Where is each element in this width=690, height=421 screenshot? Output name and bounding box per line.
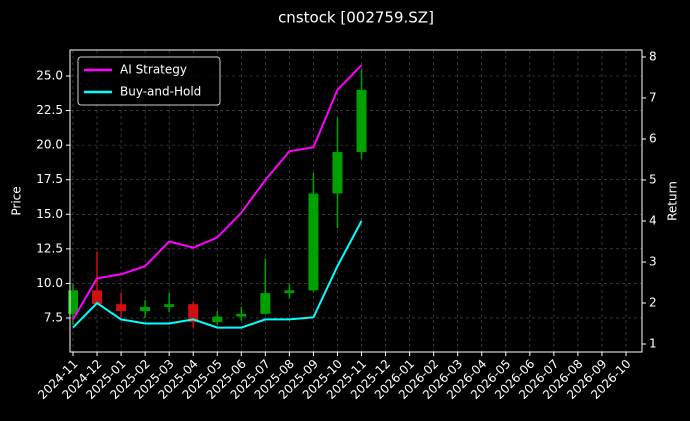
candle-body <box>308 193 319 291</box>
candle-body <box>116 304 127 312</box>
plot-frame <box>69 49 643 353</box>
y-tick-label: 20.0 <box>36 138 63 152</box>
legend-label: Buy-and-Hold <box>120 85 201 99</box>
y-tick-label: 7.5 <box>44 310 63 324</box>
y2-tick-label: 2 <box>649 295 657 309</box>
candle-body <box>356 89 367 153</box>
candle-body <box>188 304 199 323</box>
candle-body <box>284 290 295 294</box>
series-line <box>72 64 363 320</box>
candle-body <box>140 306 151 312</box>
y2-tick-label: 1 <box>649 337 657 351</box>
series-line <box>72 220 363 329</box>
y-tick-label: 15.0 <box>36 207 63 221</box>
candle-body <box>260 293 271 314</box>
candle-body <box>236 313 247 317</box>
candle-body <box>92 290 103 305</box>
y2-tick-label: 5 <box>649 172 657 186</box>
y-tick-label: 22.5 <box>36 103 63 117</box>
y2-tick-label: 4 <box>649 213 657 227</box>
y2-axis-label: Return <box>666 181 680 221</box>
y2-tick-label: 6 <box>649 131 657 145</box>
legend-label: AI Strategy <box>120 63 187 77</box>
y2-tick-label: 3 <box>649 254 657 268</box>
candle-body <box>68 290 78 314</box>
y-axis-label: Price <box>10 186 24 215</box>
y2-tick-label: 8 <box>649 49 657 63</box>
candle-body <box>212 316 223 323</box>
y2-tick-label: 7 <box>649 90 657 104</box>
y-tick-label: 17.5 <box>36 172 63 186</box>
candle-body <box>164 304 175 307</box>
candle-body <box>332 152 343 194</box>
y-tick-label: 25.0 <box>36 68 63 82</box>
y-tick-label: 12.5 <box>36 241 63 255</box>
legend-box <box>77 56 221 106</box>
y-tick-label: 10.0 <box>36 276 63 290</box>
chart-title: cnstock [002759.SZ] <box>278 9 434 27</box>
